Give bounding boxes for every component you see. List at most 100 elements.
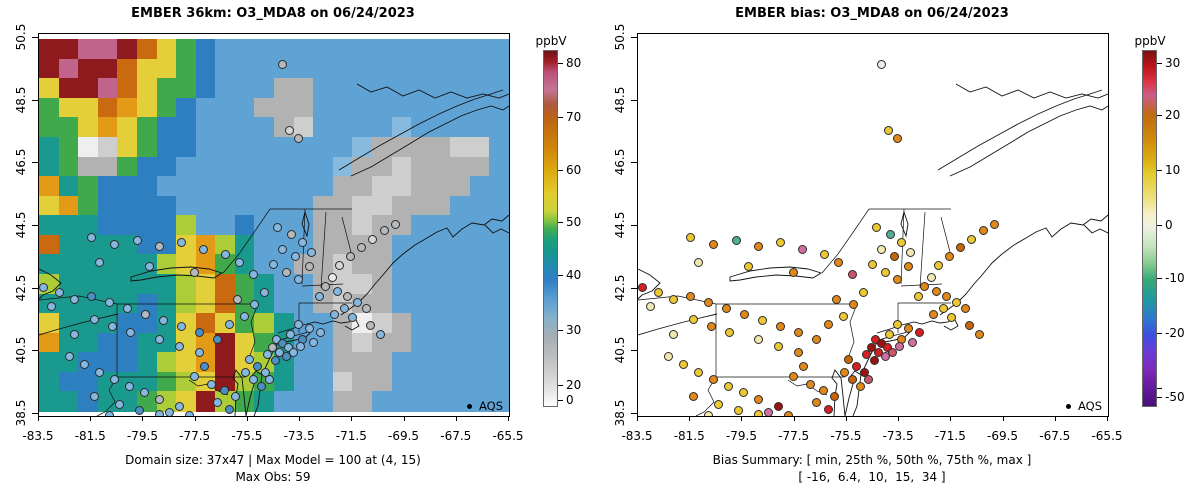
raster-cell <box>254 195 275 216</box>
obs-station-dot <box>264 374 274 384</box>
bias-station-dot <box>863 374 873 384</box>
raster-cell <box>176 39 197 60</box>
colorbar-tick <box>558 117 563 119</box>
obs-station-dot <box>240 367 250 377</box>
obs-station-dot <box>174 341 184 351</box>
raster-cell <box>78 58 99 79</box>
raster-cell <box>117 234 138 255</box>
raster-cell <box>489 176 509 197</box>
raster-cell <box>352 58 373 79</box>
raster-cell <box>313 136 334 158</box>
obs-station-dot <box>277 244 287 254</box>
y-axis-tick <box>32 287 38 289</box>
raster-cell <box>58 58 79 79</box>
raster-cell <box>332 39 353 60</box>
x-axis-tick-label: -73.5 <box>882 429 914 443</box>
bias-station-dot <box>733 405 743 415</box>
raster-cell <box>469 332 490 353</box>
raster-cell <box>274 293 295 314</box>
obs-station-dot <box>212 397 222 407</box>
raster-cell <box>274 195 295 216</box>
colorbar-tick <box>558 400 563 402</box>
raster-cell <box>136 332 158 353</box>
obs-station-dot <box>39 282 48 292</box>
obs-station-dot <box>244 354 254 364</box>
bias-station-dot <box>788 267 798 277</box>
raster-cell <box>371 352 393 373</box>
bias-station-dot <box>855 381 865 391</box>
obs-station-dot <box>352 297 362 307</box>
obs-station-dot <box>154 394 164 404</box>
raster-cell <box>450 58 471 79</box>
bias-station-dot <box>867 259 877 269</box>
y-axis-tick <box>32 413 38 414</box>
raster-cell <box>156 273 177 295</box>
obs-station-dot <box>79 359 89 369</box>
y-axis-tick-label: 44.5 <box>14 211 28 239</box>
colorbar-tick-label: -50 <box>1165 389 1185 404</box>
y-axis-tick <box>631 225 637 226</box>
obs-station-dot <box>224 319 234 329</box>
raster-cell <box>58 371 79 392</box>
bias-station-dot <box>773 401 783 411</box>
raster-cell <box>254 156 275 177</box>
bias-station-dot <box>685 291 695 301</box>
raster-cell <box>58 78 79 99</box>
obs-station-dot <box>308 337 318 347</box>
raster-cell <box>293 371 314 392</box>
raster-cell <box>489 78 509 99</box>
raster-cell <box>39 58 60 79</box>
y-axis-tick <box>631 350 637 352</box>
raster-cell <box>352 273 373 295</box>
right-colorbar <box>1142 50 1157 407</box>
x-axis-tick-label: -71.5 <box>934 429 966 443</box>
left-caption-line1: Domain size: 37x47 | Max Model = 100 at … <box>125 453 421 467</box>
y-axis-tick <box>631 162 637 164</box>
raster-cell <box>332 58 353 79</box>
obs-station-dot <box>339 303 349 313</box>
raster-cell <box>371 313 393 334</box>
x-axis-tick-label: -79.5 <box>725 429 757 443</box>
bias-station-dot <box>889 251 899 261</box>
raster-cell <box>469 136 490 158</box>
bias-station-dot <box>858 287 868 297</box>
raster-cell <box>489 313 509 334</box>
raster-cell <box>469 273 490 295</box>
x-axis-tick <box>689 416 691 421</box>
y-axis-tick <box>631 413 637 414</box>
right-panel-title: EMBER bias: O3_MDA8 on 06/24/2023 <box>735 6 1009 21</box>
obs-station-dot <box>212 334 222 344</box>
raster-cell <box>39 371 60 392</box>
raster-cell <box>430 273 451 295</box>
raster-cell <box>489 332 509 353</box>
raster-cell <box>39 97 60 118</box>
colorbar-tick-label: 60 <box>566 162 582 177</box>
raster-cell <box>450 352 471 373</box>
raster-cell <box>117 332 138 353</box>
raster-cell <box>136 176 158 197</box>
bias-station-dot <box>848 299 858 309</box>
raster-cell <box>450 293 471 314</box>
bias-station-dot <box>869 355 879 365</box>
raster-cell <box>274 391 295 412</box>
raster-cell <box>117 39 138 60</box>
x-axis-tick <box>351 416 353 421</box>
y-axis-tick-label: 50.5 <box>14 23 28 51</box>
y-axis-tick-label: 42.5 <box>613 274 627 302</box>
raster-cell <box>371 78 393 99</box>
obs-station-dot <box>206 379 216 389</box>
raster-cell <box>156 293 177 314</box>
bias-station-dot <box>884 329 894 339</box>
raster-cell <box>430 391 451 412</box>
raster-cell <box>156 78 177 99</box>
bias-station-dot <box>951 297 961 307</box>
raster-cell <box>215 39 236 60</box>
bias-map-panel: AQS <box>637 33 1109 417</box>
raster-cell <box>78 39 99 60</box>
raster-cell <box>156 39 177 60</box>
obs-station-dot <box>268 259 278 269</box>
raster-cell <box>371 391 393 412</box>
raster-cell <box>117 176 138 197</box>
raster-cell <box>371 254 393 275</box>
